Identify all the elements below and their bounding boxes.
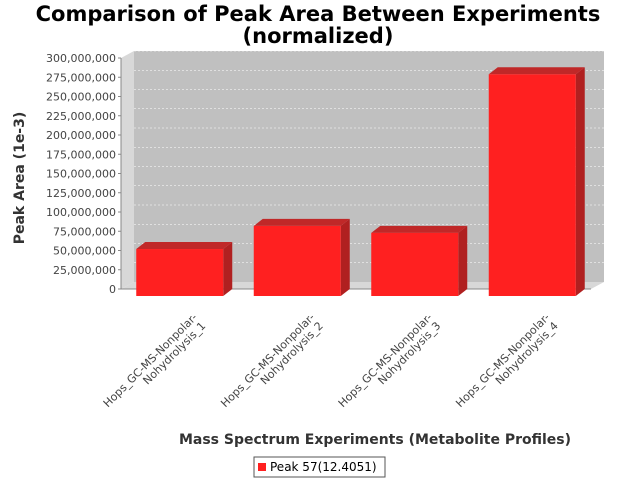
bar-front xyxy=(371,232,459,296)
plot-side-wall xyxy=(121,51,134,289)
bars xyxy=(136,67,585,297)
bar-front xyxy=(136,249,224,296)
legend: Peak 57(12.4051) xyxy=(253,456,386,478)
y-tick-label: 150,000,000 xyxy=(46,168,116,181)
legend-frame xyxy=(253,456,386,478)
y-tick-label: 75,000,000 xyxy=(53,225,116,238)
bar xyxy=(136,242,233,296)
y-tick-label: 275,000,000 xyxy=(46,71,116,84)
y-tick-label: 225,000,000 xyxy=(46,110,116,123)
bar-top xyxy=(371,225,468,233)
x-tick-label-line: Hops_GC-MS-Nonpolar- xyxy=(218,311,317,410)
x-tick-label-line: Hops_GC-MS-Nonpolar- xyxy=(336,311,435,410)
bar-side xyxy=(223,242,233,296)
bar-front xyxy=(488,74,576,297)
y-tick-label: 125,000,000 xyxy=(46,187,116,200)
y-tick-label: 0 xyxy=(109,283,116,296)
x-tick-label-line: Hops_GC-MS-Nonpolar- xyxy=(101,311,200,410)
chart-title-line-2: (normalized) xyxy=(243,24,394,48)
x-tick-label: Hops_GC-MS-Nonpolar-Nohydrolysis_3 xyxy=(336,311,444,419)
plot-floor xyxy=(121,282,604,289)
bar xyxy=(371,225,468,296)
y-tick-label: 175,000,000 xyxy=(46,148,116,161)
x-tick-label: Hops_GC-MS-Nonpolar-Nohydrolysis_4 xyxy=(453,311,561,419)
y-tick-label: 200,000,000 xyxy=(46,129,116,142)
bar-side xyxy=(340,218,350,296)
bar-top xyxy=(253,218,350,226)
chart-title-line-1: Comparison of Peak Area Between Experime… xyxy=(36,2,601,26)
bar-top xyxy=(488,67,585,75)
y-tick-label: 100,000,000 xyxy=(46,206,116,219)
y-axis-label: Peak Area (1e-3) xyxy=(12,112,28,245)
legend-swatch xyxy=(258,463,266,471)
bar-top xyxy=(136,242,233,250)
y-tick-label: 300,000,000 xyxy=(46,52,116,65)
y-axis: 0 25,000,000 50,000,000 75,000,000 100,000,0… xyxy=(46,52,121,296)
x-tick-label: Hops_GC-MS-Nonpolar-Nohydrolysis_1 xyxy=(101,311,209,419)
bar-front xyxy=(253,225,341,296)
y-tick-label: 25,000,000 xyxy=(53,264,116,277)
bar xyxy=(253,218,350,296)
x-axis: Hops_GC-MS-Nonpolar-Nohydrolysis_1 Hops_G… xyxy=(101,311,561,419)
bar-side xyxy=(458,225,468,296)
x-tick-label: Hops_GC-MS-Nonpolar-Nohydrolysis_2 xyxy=(218,311,326,419)
bar-side xyxy=(575,67,585,297)
x-axis-label: Mass Spectrum Experiments (Metabolite Pr… xyxy=(179,432,571,448)
y-tick-label: 50,000,000 xyxy=(53,245,116,258)
y-tick-label: 250,000,000 xyxy=(46,91,116,104)
x-tick-label-line: Hops_GC-MS-Nonpolar- xyxy=(453,311,552,410)
legend-label: Peak 57(12.4051) xyxy=(270,460,377,474)
bar xyxy=(488,67,585,297)
